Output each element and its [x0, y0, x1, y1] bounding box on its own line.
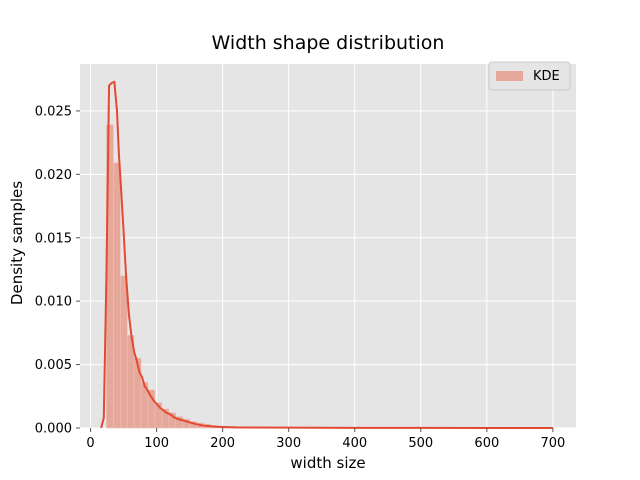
legend: KDE — [488, 61, 571, 91]
plot-background — [80, 64, 576, 428]
x-tick-label: 700 — [540, 436, 565, 451]
legend-swatch — [496, 71, 523, 81]
x-tick-label: 200 — [210, 436, 235, 451]
kde-layer — [100, 80, 553, 429]
legend-box — [488, 61, 571, 91]
kde-line — [100, 80, 553, 429]
y-tick-label: 0.020 — [35, 168, 72, 183]
y-tick-label: 0.010 — [35, 295, 72, 310]
x-tick-label: 0 — [86, 436, 94, 451]
y-tick-label: 0.015 — [35, 231, 72, 246]
x-tick-label: 600 — [474, 436, 499, 451]
x-axis-label: width size — [290, 454, 365, 472]
legend-label: KDE — [533, 69, 560, 84]
histogram-bar — [113, 162, 121, 429]
y-tick-label: 0.025 — [35, 104, 72, 119]
x-tick-label: 300 — [276, 436, 301, 451]
y-tick-label: 0.005 — [35, 358, 72, 373]
x-tick-label: 500 — [408, 436, 433, 451]
x-tick-label: 400 — [342, 436, 367, 451]
chart-title: Width shape distribution — [212, 32, 445, 54]
y-axis-label: Density samples — [8, 181, 26, 305]
x-tick-label: 100 — [144, 436, 169, 451]
histogram-bar — [119, 275, 128, 429]
ticks: 0 100 200 300 400 500 600 700 0.000 0.005 0.010 0.0… — [35, 104, 566, 451]
y-tick-label: 0.000 — [35, 422, 72, 437]
